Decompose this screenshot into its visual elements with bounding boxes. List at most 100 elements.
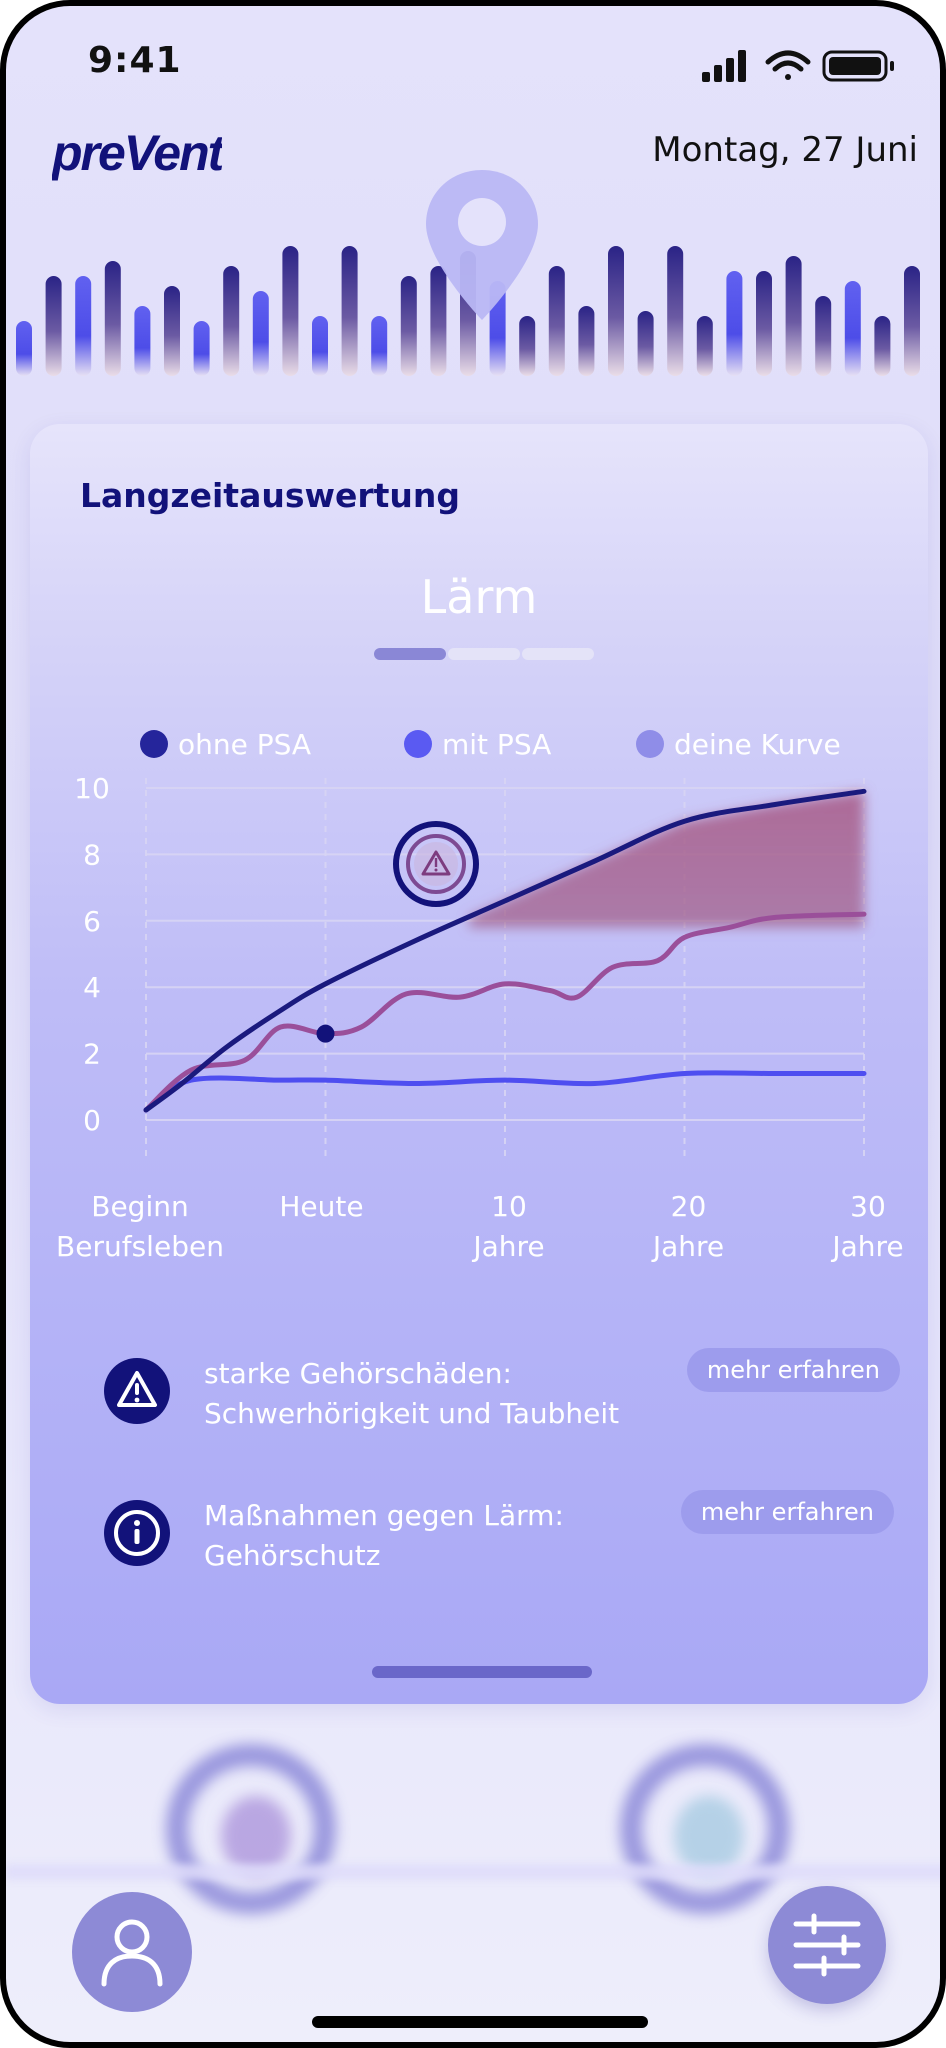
sound-bar (548, 266, 565, 376)
y-tick-label: 0 (83, 1104, 101, 1137)
y-tick-label: 6 (83, 905, 101, 938)
today-point[interactable] (316, 1024, 335, 1043)
y-tick-label: 2 (83, 1038, 101, 1071)
svg-text:preVent: preVent (52, 125, 222, 181)
learn-more-button[interactable]: mehr erfahren (680, 1490, 894, 1534)
series-line-ohne-psa (143, 788, 867, 1113)
card-drag-handle[interactable] (372, 1666, 592, 1678)
learn-more-button[interactable]: mehr erfahren (686, 1348, 900, 1392)
profile-button[interactable] (72, 1892, 192, 2012)
sliders-icon (793, 1913, 861, 1977)
sound-bar (75, 276, 92, 376)
sound-bar (756, 271, 772, 376)
sound-bar (223, 266, 240, 376)
sound-bar (874, 316, 891, 376)
legend-dot (404, 730, 432, 758)
user-icon (101, 1919, 163, 1987)
pager-dot-2[interactable] (448, 648, 520, 660)
legend-dot (140, 730, 168, 758)
home-indicator[interactable] (312, 2016, 648, 2028)
legend-dot (636, 730, 664, 758)
info-item-title: starke Gehörschäden: (204, 1357, 512, 1390)
info-item-noise-measures: Maßnahmen gegen Lärm: Gehörschutz mehr e… (80, 1488, 900, 1588)
sound-bar (726, 271, 743, 376)
x-tick-label: Beginn (91, 1190, 188, 1223)
x-tick-label-line2: Berufsleben (56, 1230, 224, 1263)
legend-item-deine-kurve: deine Kurve (636, 724, 841, 764)
legend-item-ohne-psa: ohne PSA (140, 724, 311, 764)
chart-series (143, 788, 867, 1113)
sound-bar (578, 306, 595, 376)
bottom-bar-divider (6, 1864, 940, 1880)
x-tick-label-line2: Jahre (830, 1230, 903, 1263)
x-axis-ticks: Beginn Berufsleben Heute 10 Jahre 20 Jahre 30 Ja… (56, 1190, 904, 1263)
sound-bar (312, 316, 328, 376)
legend-label: deine Kurve (674, 727, 841, 761)
sound-bar (252, 291, 269, 376)
sound-bar (519, 316, 536, 376)
x-tick-label-line2: Jahre (471, 1230, 544, 1263)
sound-level-bars (16, 246, 920, 376)
noise-chart: 0 2 4 6 8 10 Beginn Berufsleben Heute 10 Jahre 20 J… (56, 772, 904, 1263)
chart-pager[interactable] (374, 648, 594, 660)
info-item-subtitle: Schwerhörigkeit und Taubheit (204, 1397, 620, 1430)
x-tick-label: Heute (279, 1190, 363, 1223)
status-icons (702, 50, 894, 82)
x-tick-label: 30 (850, 1190, 886, 1223)
signal-icon (702, 50, 746, 82)
y-tick-label: 10 (74, 772, 110, 805)
sound-bar (904, 266, 920, 376)
pager-dot-3[interactable] (522, 648, 594, 660)
sound-bar (282, 246, 299, 376)
blurred-gauge-right-fill (674, 1796, 744, 1876)
blurred-gauge-left-fill (221, 1796, 291, 1876)
legend-item-mit-psa: mit PSA (404, 724, 551, 764)
sound-bar (667, 246, 684, 376)
chart-warning-marker[interactable] (393, 821, 479, 907)
sound-bar (16, 321, 32, 376)
sound-bar (164, 286, 180, 376)
sound-bar (104, 261, 121, 376)
sound-bar (371, 316, 388, 376)
wifi-icon (765, 50, 811, 80)
sound-bar (696, 316, 713, 376)
x-tick-label: 10 (491, 1190, 527, 1223)
info-item-text: Maßnahmen gegen Lärm: Gehörschutz (204, 1496, 564, 1576)
sound-bar (341, 246, 358, 376)
info-item-hearing-damage: starke Gehörschäden: Schwerhörigkeit und… (80, 1346, 900, 1446)
risk-zone (469, 791, 864, 928)
long-term-analysis-card: Langzeitauswertung Lärm ohne PSA mit PSA… (30, 424, 928, 1704)
y-tick-label: 8 (83, 838, 101, 871)
sound-bar (785, 256, 802, 376)
sound-bar (637, 311, 654, 376)
warning-icon (421, 850, 451, 876)
filter-settings-button[interactable] (768, 1886, 886, 2004)
warning-icon (104, 1358, 170, 1424)
battery-icon (822, 50, 894, 82)
x-tick-label: 20 (671, 1190, 707, 1223)
series-line-deine-kurve (143, 911, 867, 1113)
sound-bar (608, 246, 624, 376)
prevent-logo: preVent (52, 125, 222, 181)
info-item-subtitle: Gehörschutz (204, 1539, 381, 1572)
sound-bar (193, 321, 210, 376)
sound-bar (844, 281, 861, 376)
legend-label: mit PSA (442, 727, 552, 761)
chart-title: Lärm (420, 570, 538, 624)
info-icon (104, 1500, 170, 1566)
card-title: Langzeitauswertung (80, 476, 461, 515)
y-tick-label: 4 (83, 971, 101, 1004)
info-item-title: Maßnahmen gegen Lärm: (204, 1499, 564, 1532)
header-date: Montag, 27 Juni (652, 130, 918, 170)
sound-bar (134, 306, 151, 376)
sound-bar (400, 276, 417, 376)
status-time: 9:41 (88, 40, 182, 81)
sound-bar (430, 266, 447, 376)
x-tick-label-line2: Jahre (651, 1230, 724, 1263)
legend-label: ohne PSA (178, 727, 312, 761)
pager-dot-1[interactable] (374, 648, 446, 660)
sound-bar (815, 296, 832, 376)
location-pin-icon (426, 170, 538, 320)
risk-zone-area (469, 791, 864, 928)
